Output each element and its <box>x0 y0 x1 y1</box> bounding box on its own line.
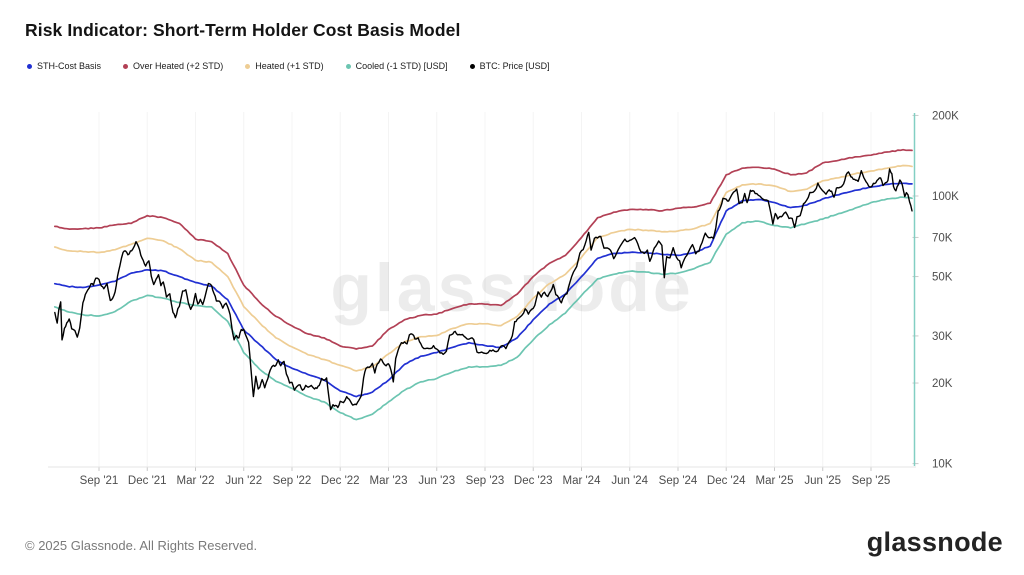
legend-dot-icon <box>245 63 251 69</box>
y-tick-label: 30K <box>932 331 953 343</box>
legend-item-label: Cooled (-1 STD) [USD] <box>355 61 448 71</box>
legend-item-4: BTC: Price [USD] <box>469 61 550 71</box>
y-tick-label: 10K <box>932 459 953 471</box>
x-tick-label: Jun '25 <box>804 475 841 487</box>
x-tick-label: Jun '22 <box>225 475 262 487</box>
series-line-over-heated-2-std <box>53 148 913 350</box>
series-line-heated-1-std <box>53 164 913 372</box>
legend-item-label: Heated (+1 STD) <box>255 61 324 71</box>
x-tick-label: Jun '24 <box>611 475 648 487</box>
watermark: glassnode <box>330 250 693 326</box>
legend-dot-icon <box>345 63 351 69</box>
x-tick-label: Mar '22 <box>176 475 214 487</box>
x-tick-label: Mar '23 <box>369 475 407 487</box>
legend-item-3: Cooled (-1 STD) [USD] <box>345 61 448 71</box>
x-tick-label: Mar '25 <box>755 475 793 487</box>
btc-price-line <box>54 168 913 411</box>
legend-item-label: BTC: Price [USD] <box>479 61 550 71</box>
legend-item-2: Heated (+1 STD) <box>245 61 324 71</box>
x-tick-label: Jun '23 <box>418 475 455 487</box>
page-title: Risk Indicator: Short-Term Holder Cost B… <box>25 20 461 40</box>
legend-item-0: STH-Cost Basis <box>27 61 101 71</box>
y-tick-label: 70K <box>932 232 953 244</box>
legend-item-label: STH-Cost Basis <box>37 61 102 71</box>
y-tick-label: 50K <box>932 272 953 284</box>
legend-item-label: Over Heated (+2 STD) <box>133 61 224 71</box>
x-tick-label: Mar '24 <box>562 475 601 487</box>
legend: STH-Cost Basis Over Heated (+2 STD) Heated… <box>27 61 550 71</box>
legend-dot-icon <box>469 63 475 69</box>
x-tick-label: Dec '22 <box>321 475 360 487</box>
x-tick-label: Dec '24 <box>707 475 746 487</box>
legend-dot-icon <box>27 63 32 69</box>
x-tick-label: Sep '24 <box>659 475 698 487</box>
y-tick-label: 20K <box>932 378 953 390</box>
series-line-cooled-1-std-usd <box>53 196 913 421</box>
copyright-text: © 2025 Glassnode. All Rights Reserved. <box>25 538 258 553</box>
x-tick-label: Sep '21 <box>80 475 119 487</box>
y-tick-label: 100K <box>932 191 959 203</box>
x-tick-label: Dec '21 <box>128 475 167 487</box>
x-tick-label: Sep '25 <box>852 475 891 487</box>
y-tick-label: 200K <box>932 110 959 122</box>
x-tick-label: Sep '22 <box>273 475 312 487</box>
x-tick-label: Dec '23 <box>514 475 553 487</box>
x-tick-label: Sep '23 <box>466 475 505 487</box>
legend-item-1: Over Heated (+2 STD) <box>123 61 223 71</box>
glassnode-logo: glassnode <box>866 527 1003 557</box>
legend-dot-icon <box>123 63 129 69</box>
